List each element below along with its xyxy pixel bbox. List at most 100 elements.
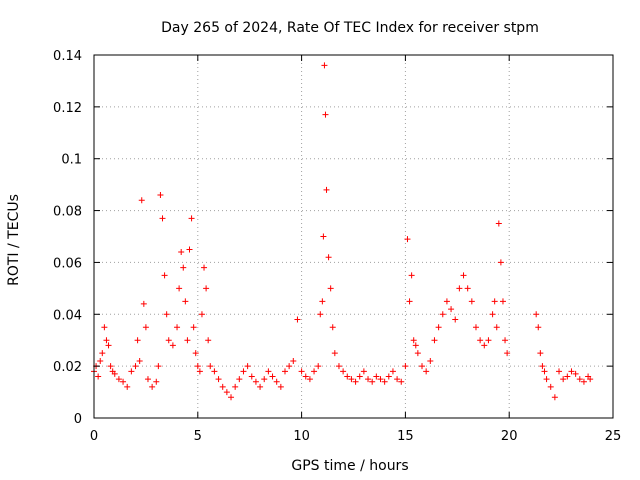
data-point bbox=[128, 368, 135, 375]
y-tick-label: 0.08 bbox=[53, 205, 82, 220]
data-point bbox=[435, 324, 442, 331]
data-point bbox=[107, 363, 114, 370]
data-point bbox=[493, 324, 500, 331]
data-point bbox=[431, 337, 438, 344]
x-tick-label: 25 bbox=[605, 429, 622, 444]
data-point bbox=[406, 298, 413, 305]
data-point bbox=[323, 186, 330, 193]
data-point bbox=[134, 337, 141, 344]
data-point bbox=[298, 368, 305, 375]
data-point bbox=[155, 363, 162, 370]
data-point bbox=[161, 272, 168, 279]
data-point bbox=[477, 337, 484, 344]
data-point bbox=[491, 298, 498, 305]
data-point bbox=[236, 376, 243, 383]
data-point bbox=[261, 376, 268, 383]
data-point bbox=[144, 376, 151, 383]
data-point bbox=[468, 298, 475, 305]
data-point bbox=[105, 342, 112, 349]
data-point bbox=[321, 62, 328, 69]
data-point bbox=[315, 363, 322, 370]
data-point bbox=[464, 285, 471, 292]
data-point bbox=[290, 357, 297, 364]
grid bbox=[94, 55, 613, 418]
data-point bbox=[286, 363, 293, 370]
data-point bbox=[273, 378, 280, 385]
data-point bbox=[142, 324, 149, 331]
data-point bbox=[269, 373, 276, 380]
data-point bbox=[153, 378, 160, 385]
data-point bbox=[124, 383, 131, 390]
x-tick-label: 0 bbox=[90, 429, 98, 444]
data-point bbox=[352, 378, 359, 385]
data-point bbox=[140, 300, 147, 307]
data-point bbox=[456, 285, 463, 292]
data-point bbox=[356, 373, 363, 380]
data-point bbox=[265, 368, 272, 375]
data-point bbox=[201, 264, 208, 271]
data-point bbox=[572, 370, 579, 377]
y-tick-label: 0.02 bbox=[53, 360, 82, 375]
data-point bbox=[385, 373, 392, 380]
data-point bbox=[174, 324, 181, 331]
data-point bbox=[537, 350, 544, 357]
data-point bbox=[136, 357, 143, 364]
data-point bbox=[178, 249, 185, 256]
data-point bbox=[192, 350, 199, 357]
data-point bbox=[306, 376, 313, 383]
data-point bbox=[319, 298, 326, 305]
data-points bbox=[91, 62, 594, 401]
y-tick-label: 0.14 bbox=[53, 49, 82, 64]
data-point bbox=[489, 311, 496, 318]
data-point bbox=[452, 316, 459, 323]
data-point bbox=[182, 298, 189, 305]
data-point bbox=[132, 363, 139, 370]
data-point bbox=[541, 368, 548, 375]
data-point bbox=[551, 394, 558, 401]
data-point bbox=[348, 376, 355, 383]
x-tick-label: 20 bbox=[501, 429, 518, 444]
x-tick-label: 5 bbox=[194, 429, 202, 444]
data-point bbox=[408, 272, 415, 279]
data-point bbox=[99, 350, 106, 357]
data-point bbox=[325, 254, 332, 261]
data-point bbox=[481, 342, 488, 349]
data-point bbox=[184, 337, 191, 344]
y-axis-label: ROTI / TECUs bbox=[6, 194, 22, 286]
data-point bbox=[101, 324, 108, 331]
data-point bbox=[115, 376, 122, 383]
data-point bbox=[329, 324, 336, 331]
data-point bbox=[211, 368, 218, 375]
data-point bbox=[423, 368, 430, 375]
data-point bbox=[398, 378, 405, 385]
data-point bbox=[240, 368, 247, 375]
data-point bbox=[223, 389, 230, 396]
data-point bbox=[587, 376, 594, 383]
data-point bbox=[232, 383, 239, 390]
data-point bbox=[149, 383, 156, 390]
data-point bbox=[205, 337, 212, 344]
data-point bbox=[381, 378, 388, 385]
y-axis: 0 0.02 0.04 0.06 0.08 0.1 0.12 0.14 bbox=[53, 49, 613, 427]
data-point bbox=[568, 368, 575, 375]
data-point bbox=[335, 363, 342, 370]
data-point bbox=[373, 373, 380, 380]
data-point bbox=[196, 368, 203, 375]
data-point bbox=[576, 376, 583, 383]
chart-title: Day 265 of 2024, Rate Of TEC Index for r… bbox=[161, 20, 539, 36]
data-point bbox=[322, 111, 329, 118]
data-point bbox=[165, 337, 172, 344]
data-point bbox=[176, 285, 183, 292]
data-point bbox=[103, 337, 110, 344]
data-point bbox=[327, 285, 334, 292]
data-point bbox=[472, 324, 479, 331]
data-point bbox=[394, 376, 401, 383]
data-point bbox=[427, 357, 434, 364]
x-tick-label: 10 bbox=[293, 429, 310, 444]
data-point bbox=[504, 350, 511, 357]
y-tick-label: 0.1 bbox=[61, 153, 82, 168]
data-point bbox=[111, 370, 118, 377]
data-point bbox=[159, 215, 166, 222]
data-point bbox=[412, 342, 419, 349]
x-axis-label: GPS time / hours bbox=[291, 458, 408, 474]
